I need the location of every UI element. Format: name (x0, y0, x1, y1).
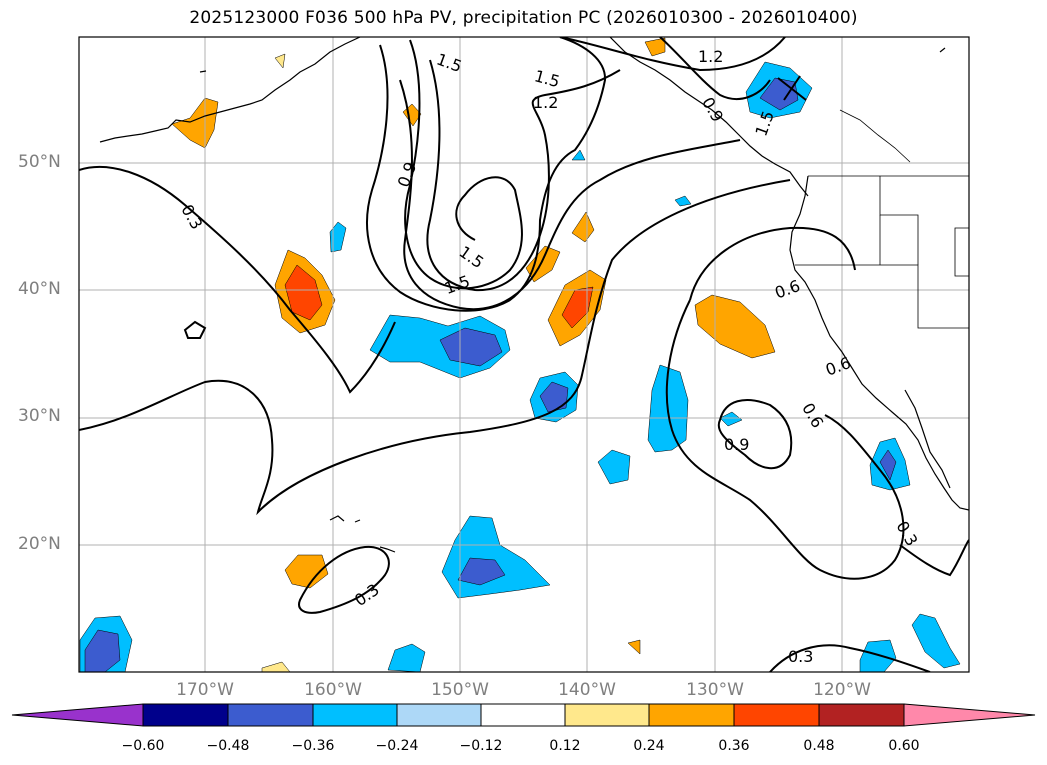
colorbar-tick: −0.12 (459, 738, 503, 754)
colorbar-tick: −0.24 (375, 738, 419, 754)
precip-negative (539, 381, 569, 413)
colorbar-segment (818, 703, 905, 727)
precipitation-shading (79, 37, 961, 672)
state-borders (795, 109, 969, 329)
colorbar-segment (227, 703, 314, 727)
pv-contours (79, 37, 969, 672)
contour-label: 0.6 (798, 400, 827, 432)
precip-negative (911, 613, 961, 669)
map-frame (78, 36, 970, 673)
contour-label: 0.3 (177, 201, 206, 233)
colorbar-segment (648, 703, 735, 727)
precip-negative (439, 327, 503, 367)
pv-contour-0.9 (399, 79, 741, 311)
contour-label: 0.9 (698, 94, 727, 126)
precip-negative (719, 411, 743, 427)
coastlines (99, 37, 969, 553)
precip-positive (284, 554, 329, 589)
pv-contour-1.5 (659, 37, 771, 100)
colorbar-segment (564, 703, 650, 727)
precip-negative (387, 643, 426, 672)
precip-negative (329, 221, 347, 253)
colorbar-tick: −0.60 (121, 738, 165, 754)
colorbar-segment (142, 703, 229, 727)
pv-contour-0.6 (665, 299, 905, 580)
lat-label: 20°N (18, 534, 61, 554)
lon-label: 130°W (686, 680, 744, 700)
precip-positive (171, 97, 219, 149)
precip-negative (457, 557, 506, 586)
colorbar-tick: 0.48 (803, 738, 835, 754)
precip-negative (84, 629, 121, 672)
precip-negative (597, 449, 631, 485)
colorbar-segment (396, 703, 482, 727)
pv-contour-1.5 (183, 320, 207, 339)
lat-label: 30°N (18, 406, 61, 426)
precip-negative (441, 515, 551, 599)
colorbar-tick: 0.24 (633, 738, 665, 754)
lat-label: 50°N (18, 152, 61, 172)
pv-contour-1.2 (559, 37, 786, 72)
lat-label: 40°N (18, 279, 61, 299)
precip-positive (627, 639, 641, 655)
lon-label: 170°W (176, 680, 234, 700)
pv-contour-1.5 (404, 39, 523, 290)
lon-label: 160°W (304, 680, 362, 700)
cross-marker (777, 75, 807, 101)
pv-contour-0.9 (717, 399, 793, 470)
precip-positive (261, 661, 291, 672)
colorbar-extend-low (11, 703, 144, 727)
colorbar-tick: 0.36 (718, 738, 750, 754)
precip-positive (561, 286, 594, 329)
pv-contour-0.6 (689, 226, 856, 301)
lon-label: 140°W (558, 680, 616, 700)
pv-contour-1.5 (366, 37, 607, 312)
contour-label: 0.6 (772, 276, 802, 303)
contour-label: 0.6 (823, 353, 853, 380)
colorbar-tick: 0.60 (888, 738, 920, 754)
contour-label: 0.3 (788, 647, 813, 666)
contour-label: 1.5 (442, 271, 472, 298)
colorbar-extend-high (903, 703, 1036, 727)
pv-contour-0.3 (298, 545, 390, 614)
precip-negative (571, 149, 586, 161)
precip-positive (644, 37, 666, 57)
map-content: 0.3 0.3 0.3 0.3 0.6 0.6 0.6 0.9 0.9 0.9 … (79, 37, 969, 672)
colorbar (11, 703, 1036, 727)
colorbar-tick: 0.12 (549, 738, 581, 754)
graticule (79, 37, 969, 672)
colorbar-tick: −0.48 (206, 738, 250, 754)
pv-contour-1.2 (426, 59, 621, 292)
pv-contour-0.3 (79, 179, 791, 516)
contour-label: 1.5 (532, 66, 562, 91)
map-title: 2025123000 F036 500 hPa PV, precipitatio… (189, 8, 858, 28)
precip-positive (571, 211, 595, 243)
precip-negative (674, 195, 692, 207)
pv-contour-0.3 (79, 166, 396, 394)
contour-label: 1.2 (698, 47, 723, 66)
colorbar-segment (733, 703, 820, 727)
colorbar-segment (480, 703, 566, 727)
lon-label: 150°W (431, 680, 489, 700)
contour-label: 1.2 (533, 93, 558, 112)
precip-positive (274, 53, 286, 69)
precip-negative (879, 449, 897, 481)
lon-label: 120°W (813, 680, 871, 700)
contour-label: 0.3 (351, 580, 383, 610)
contour-label: 0.9 (724, 435, 749, 454)
colorbar-segment (312, 703, 398, 727)
precip-positive (525, 245, 561, 283)
precip-positive (694, 294, 776, 359)
pv-contour-0.3 (769, 644, 931, 672)
colorbar-tick: −0.36 (291, 738, 335, 754)
pv-contour-0.3 (899, 539, 969, 577)
contour-label: 0.9 (394, 159, 421, 189)
